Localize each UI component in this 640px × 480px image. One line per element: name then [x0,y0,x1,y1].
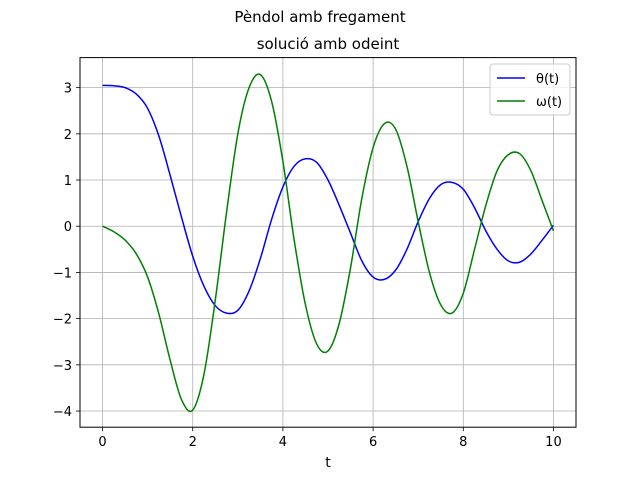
grid [80,57,576,428]
y-tick-label: 1 [64,174,72,189]
y-tick-label: 2 [64,128,72,143]
y-tick-label: −4 [53,405,72,420]
y-tick-label: −3 [53,359,72,374]
x-tick-label: 0 [98,435,106,450]
legend-label-omega: ω(t) [536,95,562,110]
y-tick-label: −1 [53,266,72,281]
y-tick-label: 0 [64,220,72,235]
y-tick-label: −2 [53,313,72,328]
series-line-theta [102,84,555,315]
x-axis: 0 2 4 6 8 10 [98,427,562,450]
x-tick-label: 4 [279,435,287,450]
legend: θ(t) ω(t) [489,63,571,116]
plot-series [102,73,555,413]
y-tick-label: 3 [64,82,72,97]
chart-title: solució amb odeint [257,35,400,53]
x-tick-label: 8 [459,435,467,450]
legend-box [489,63,571,116]
x-tick-label: 10 [545,435,562,450]
x-tick-label: 6 [369,435,377,450]
y-axis: 3 2 1 0 −1 −2 −3 −4 [53,82,80,420]
plot-area-frame [79,57,577,428]
figure-suptitle: Pèndol amb fregament [234,8,405,26]
x-axis-label: t [325,455,331,471]
legend-label-theta: θ(t) [536,72,559,87]
x-tick-label: 2 [189,435,197,450]
series-line-omega [102,73,555,413]
